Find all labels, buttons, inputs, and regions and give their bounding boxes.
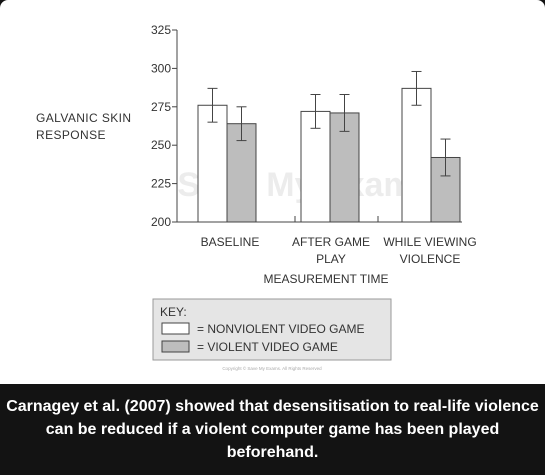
figure-card: Save My Exams200225250275300325GALVANIC … (0, 0, 545, 384)
bar (401, 87, 432, 223)
x-axis-label: MEASUREMENT TIME (264, 272, 389, 286)
bar (197, 104, 228, 223)
y-tick-label: 225 (151, 177, 171, 191)
legend-title: KEY: (160, 305, 187, 319)
legend-label: = NONVIOLENT VIDEO GAME (197, 322, 364, 336)
y-axis-label: RESPONSE (36, 128, 106, 142)
y-axis-label: GALVANIC SKIN (36, 111, 131, 125)
caption-text: Carnagey et al. (2007) showed that desen… (6, 398, 539, 461)
legend-swatch (161, 322, 190, 335)
y-tick-label: 325 (151, 23, 171, 37)
x-tick-label: AFTER GAME (292, 235, 370, 249)
y-tick-label: 200 (151, 215, 171, 229)
caption-area: Carnagey et al. (2007) showed that desen… (0, 384, 545, 475)
legend-swatch (161, 340, 190, 353)
x-tick-label: BASELINE (201, 235, 260, 249)
legend-box (152, 298, 392, 361)
y-tick-label: 275 (151, 100, 171, 114)
x-tick-label: PLAY (316, 252, 346, 266)
y-tick-label: 250 (151, 138, 171, 152)
x-tick-label: VIOLENCE (400, 252, 461, 266)
bar-chart: Save My Exams200225250275300325GALVANIC … (36, 23, 477, 371)
y-tick-label: 300 (151, 61, 171, 75)
bar (300, 110, 331, 223)
copyright-text: Copyright © Save My Exams. All Rights Re… (222, 365, 322, 371)
x-tick-label: WHILE VIEWING (383, 235, 476, 249)
legend-label: = VIOLENT VIDEO GAME (197, 340, 338, 354)
